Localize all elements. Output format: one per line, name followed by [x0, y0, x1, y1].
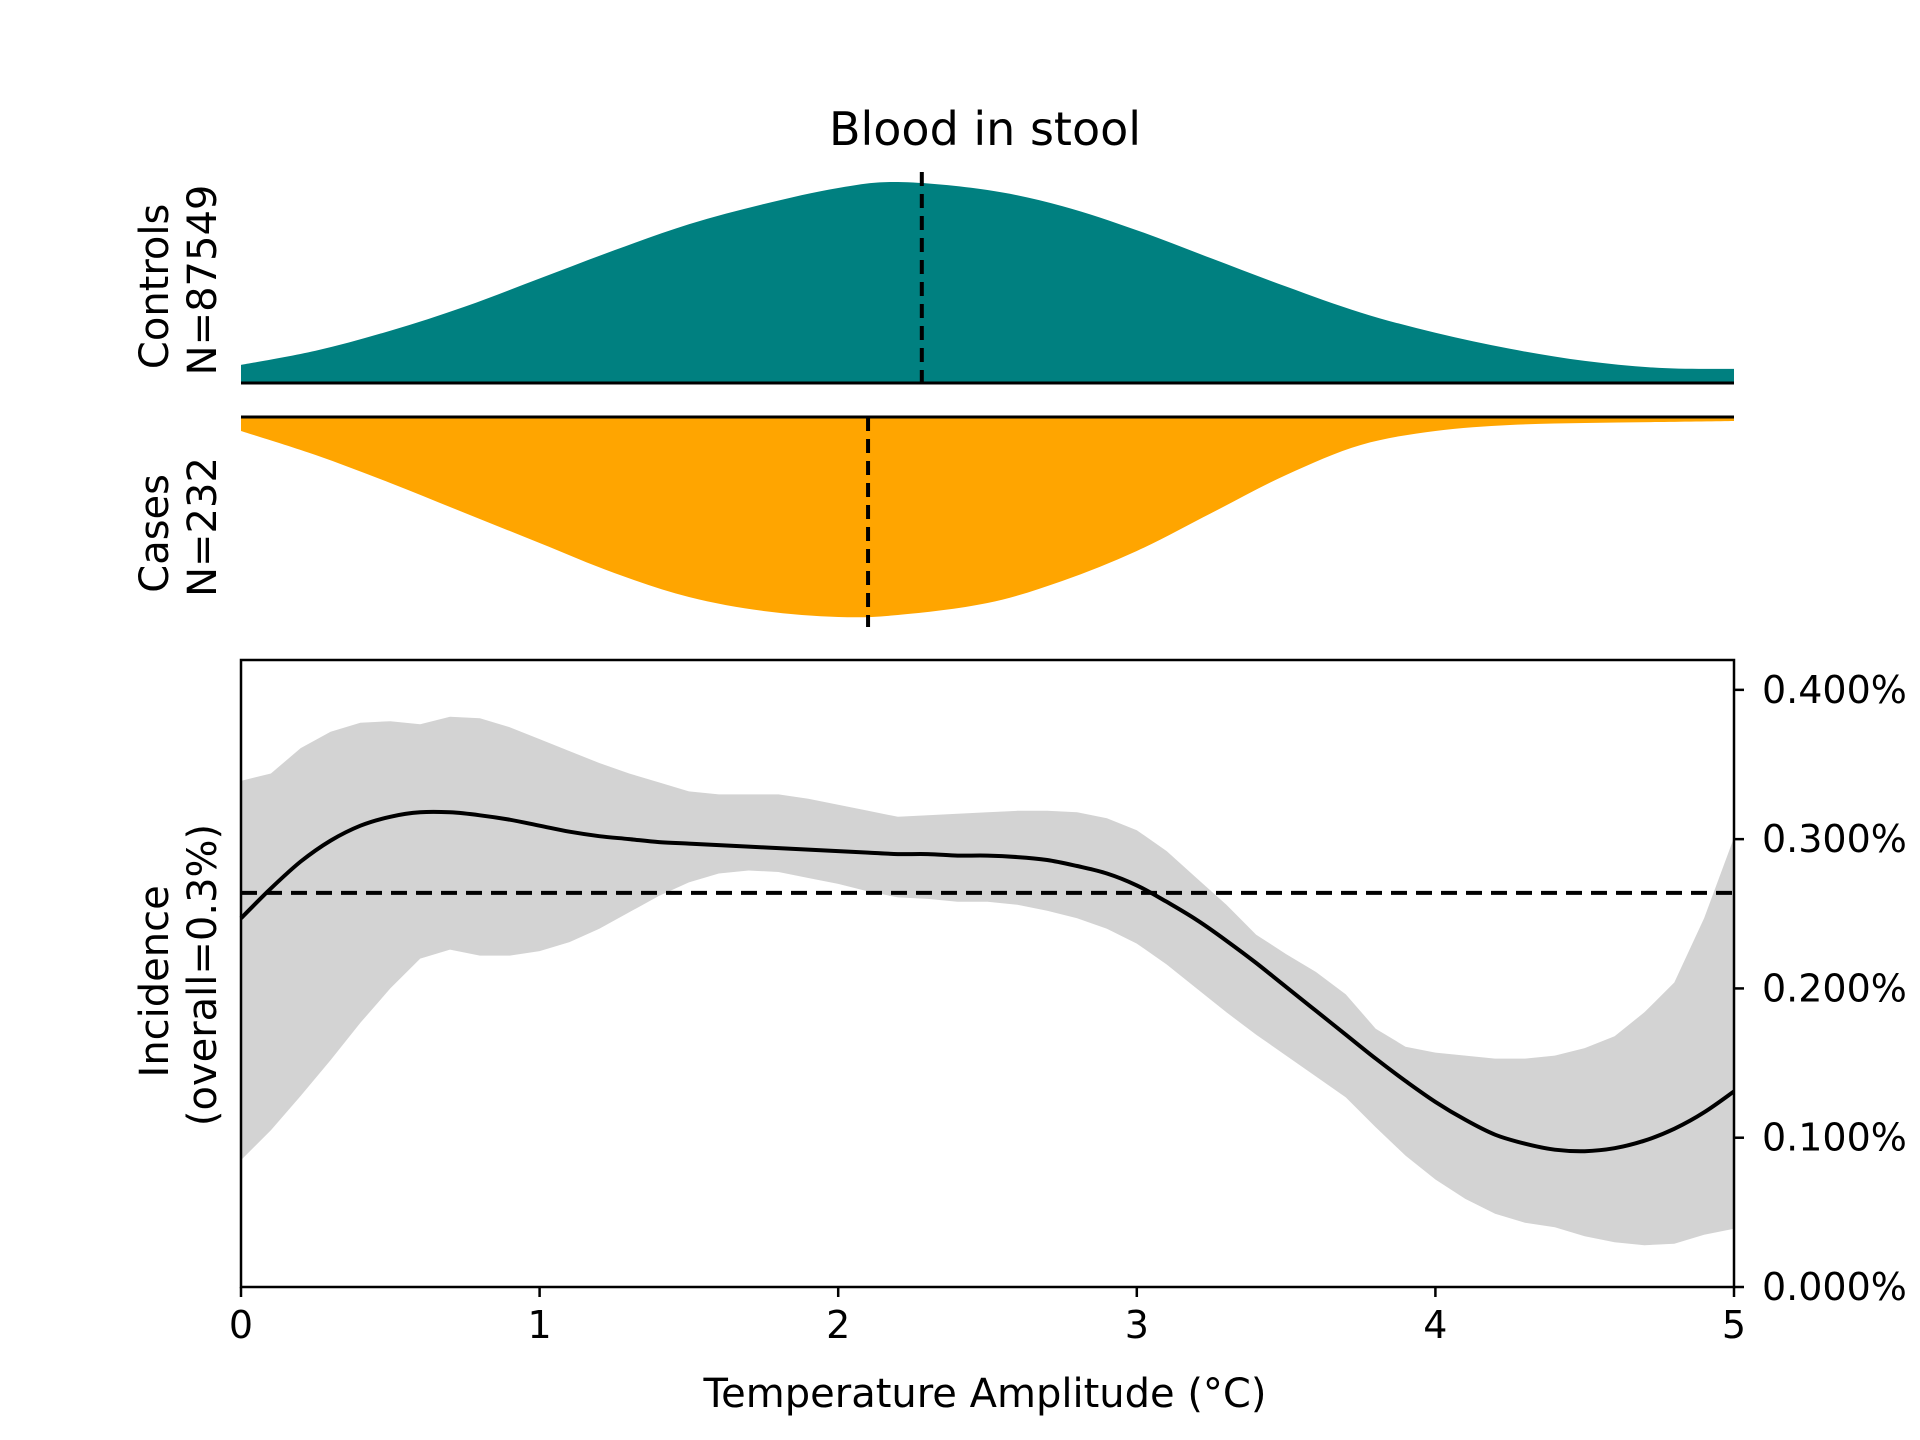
incidence-panel: 0 1 2 3 4 5 0.000% 0.100% 0.200% 0.300% 0.400% Te… — [132, 658, 1907, 1417]
y-axis-label-line1: Incidence — [132, 885, 178, 1077]
y-tick-label: 0.300% — [1762, 817, 1907, 861]
x-tick-label: 0 — [229, 1303, 253, 1347]
y-axis-label-line2: (overall=0.3%) — [180, 824, 226, 1126]
incidence-curve — [239, 809, 1736, 1154]
x-tick-label: 3 — [1125, 1303, 1149, 1347]
chart-title: Blood in stool — [829, 102, 1141, 156]
y-tick-label: 0.200% — [1762, 966, 1907, 1010]
y-axis-label: Incidence (overall=0.3%) — [132, 824, 226, 1126]
cases-density-area — [241, 417, 1734, 618]
x-tick-label: 5 — [1722, 1303, 1746, 1347]
y-tick-label: 0.100% — [1762, 1116, 1907, 1160]
cases-panel: Cases N=232 — [132, 415, 1734, 627]
controls-label-line1: Controls — [132, 204, 178, 369]
x-tick-label: 1 — [528, 1303, 552, 1347]
cases-label-line1: Cases — [132, 474, 178, 593]
y-tick-label: 0.400% — [1762, 668, 1907, 712]
controls-label-line2: N=87549 — [180, 185, 226, 376]
controls-density-area — [241, 181, 1734, 383]
x-axis-ticks: 0 1 2 3 4 5 — [229, 1287, 1746, 1347]
x-axis-label: Temperature Amplitude (°C) — [703, 1371, 1267, 1417]
y-axis-ticks: 0.000% 0.100% 0.200% 0.300% 0.400% — [1734, 668, 1907, 1309]
cases-label-line2: N=232 — [180, 457, 226, 597]
controls-panel: Controls N=87549 — [132, 172, 1734, 385]
cases-label: Cases N=232 — [132, 457, 226, 597]
controls-label: Controls N=87549 — [132, 185, 226, 376]
confidence-band — [241, 716, 1734, 1246]
y-tick-label: 0.000% — [1762, 1265, 1907, 1309]
x-tick-label: 4 — [1423, 1303, 1447, 1347]
axes-frame — [239, 658, 1736, 1289]
x-tick-label: 2 — [826, 1303, 850, 1347]
